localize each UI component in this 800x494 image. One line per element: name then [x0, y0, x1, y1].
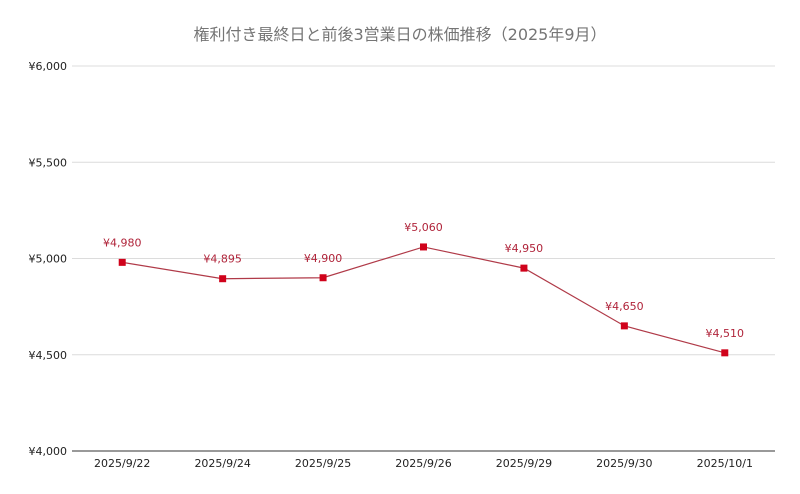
x-tick-label: 2025/9/25 [295, 457, 351, 470]
data-labels: ¥4,980 ¥4,895 ¥4,900 ¥5,060 ¥4,950 ¥4,650 ¥4,5… [103, 221, 744, 340]
y-tick-label: ¥4,000 [29, 445, 68, 458]
data-label: ¥4,950 [505, 242, 544, 255]
data-label: ¥4,900 [304, 252, 343, 265]
data-label: ¥5,060 [404, 221, 443, 234]
x-tick-label: 2025/9/26 [395, 457, 451, 470]
gridlines [72, 65, 775, 452]
y-tick-label: ¥6,000 [29, 60, 68, 73]
data-point [420, 243, 427, 251]
data-label: ¥4,980 [103, 236, 142, 249]
y-tick-label: ¥5,500 [29, 156, 68, 169]
data-point [319, 274, 327, 282]
y-tick-label: ¥4,500 [29, 349, 68, 362]
data-label: ¥4,510 [706, 327, 745, 340]
data-point [219, 275, 227, 283]
y-tick-label: ¥5,000 [29, 253, 68, 266]
x-axis: 2025/9/22 2025/9/24 2025/9/25 2025/9/26 2025… [94, 457, 753, 470]
data-label: ¥4,895 [203, 253, 242, 266]
data-point [520, 264, 528, 272]
y-axis: ¥4,000 ¥4,500 ¥5,000 ¥5,500 ¥6,000 [29, 60, 68, 458]
x-tick-label: 2025/9/22 [94, 457, 150, 470]
data-label: ¥4,650 [605, 300, 644, 313]
x-tick-label: 2025/9/29 [496, 457, 552, 470]
chart-title: 権利付き最終日と前後3営業日の株価推移（2025年9月） [193, 25, 606, 44]
data-point [721, 349, 729, 357]
x-tick-label: 2025/9/30 [596, 457, 652, 470]
x-tick-label: 2025/9/24 [194, 457, 250, 470]
data-point [118, 258, 126, 266]
x-tick-label: 2025/10/1 [697, 457, 753, 470]
series-price [118, 243, 729, 357]
data-point [620, 322, 628, 330]
